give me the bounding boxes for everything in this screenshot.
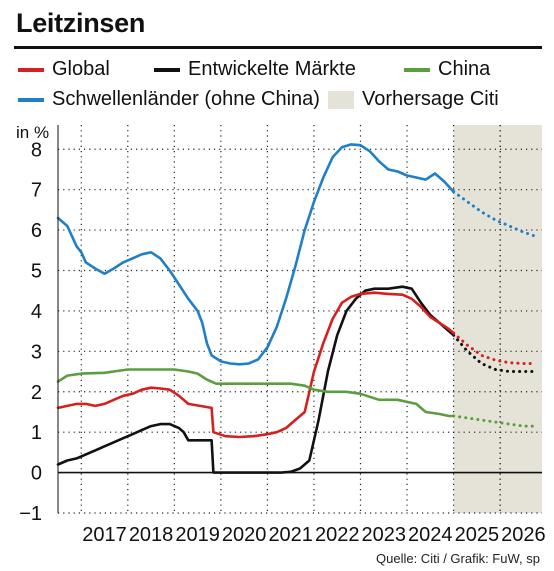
source-note: Quelle: Citi / Grafik: FuW, sp [376,551,540,566]
x-tick-label: 2021 [268,524,313,546]
series-line-china [56,368,455,418]
y-axis-label: in % [16,123,49,142]
x-tick-label: 2020 [222,524,267,546]
title-rule [14,46,542,49]
forecast-band-layer [453,125,542,513]
legend: Global Entwickelte Märkte China Schwelle… [18,58,548,118]
legend-swatch-global [18,67,44,72]
x-tick-label: 2017 [82,524,127,546]
legend-label-global: Global [52,58,110,80]
legend-item-forecast: Vorhersage Citi [328,88,499,111]
forecast-line-global [452,331,537,365]
x-tick-label: 2019 [175,524,220,546]
x-tick-label: 2022 [315,524,360,546]
y-tick-label: 4 [31,301,42,323]
legend-swatch-china [404,67,430,72]
y-tick-label: 1 [31,422,42,444]
series-line-global [56,291,455,439]
x-tick-label: 2024 [408,524,453,546]
forecast-line-emerging [452,190,537,238]
y-tick-label: 0 [31,463,42,485]
legend-label-developed: Entwickelte Märkte [188,58,356,80]
legend-label-china: China [438,58,491,80]
x-tick-label: 2026 [501,524,546,546]
legend-swatch-developed [154,67,180,72]
series-layer [56,143,537,474]
grid-layer [58,125,542,514]
legend-label-forecast: Vorhersage Citi [362,88,499,110]
y-tick-label: −1 [19,503,42,525]
y-tick-label: 5 [31,261,42,283]
legend-item-china: China [404,58,490,81]
chart-title: Leitzinsen [16,8,146,38]
y-tick-label: 2 [31,382,42,404]
series-line-emerging [56,143,455,366]
forecast-band [453,125,542,513]
legend-label-emerging: Schwellenländer (ohne China) [52,88,320,110]
x-tick-label: 2025 [455,524,500,546]
forecast-line-china [452,414,537,428]
legend-item-developed: Entwickelte Märkte [154,58,356,81]
y-tick-label: 6 [31,220,42,242]
legend-swatch-emerging [18,97,44,102]
x-tick-label: 2023 [362,524,407,546]
y-tick-label: 3 [31,341,42,363]
y-tick-label: 8 [31,139,42,161]
legend-swatch-forecast [328,90,354,109]
y-tick-label: 7 [31,180,42,202]
legend-item-emerging: Schwellenländer (ohne China) [18,88,320,111]
forecast-line-developed [452,333,537,373]
x-tick-label: 2018 [129,524,174,546]
series-line-developed [56,285,455,474]
legend-item-global: Global [18,58,110,81]
